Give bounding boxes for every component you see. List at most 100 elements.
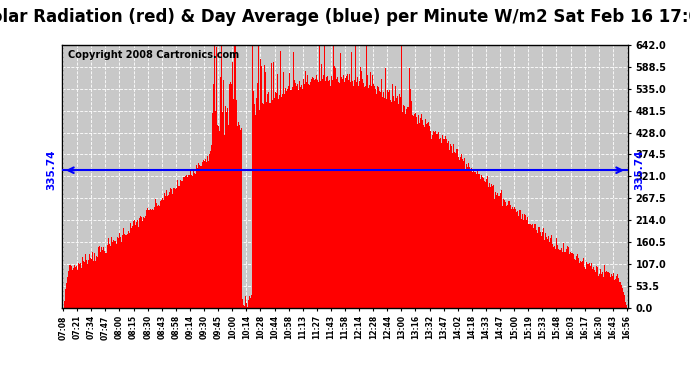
Bar [316, 75, 317, 308]
Bar [226, 112, 227, 308]
Bar [341, 77, 342, 308]
Bar [515, 209, 516, 308]
Bar [92, 252, 93, 308]
Bar [426, 123, 428, 308]
Bar [608, 272, 609, 308]
Bar [115, 241, 117, 308]
Bar [104, 251, 105, 308]
Bar [568, 248, 569, 308]
Bar [106, 253, 107, 308]
Bar [467, 167, 468, 308]
Bar [406, 109, 407, 308]
Bar [520, 210, 521, 308]
Bar [372, 75, 373, 308]
Bar [385, 68, 386, 308]
Bar [342, 79, 343, 308]
Bar [281, 97, 282, 308]
Bar [531, 225, 532, 308]
Bar [598, 276, 599, 308]
Bar [365, 87, 366, 308]
Bar [569, 254, 570, 308]
Bar [421, 114, 422, 308]
Bar [548, 236, 549, 308]
Bar [603, 277, 604, 308]
Bar [147, 209, 148, 308]
Bar [219, 131, 220, 308]
Bar [556, 238, 558, 308]
Bar [535, 224, 536, 308]
Bar [162, 198, 164, 308]
Bar [270, 103, 271, 308]
Bar [374, 86, 375, 308]
Bar [549, 242, 550, 308]
Bar [129, 233, 130, 308]
Bar [99, 246, 100, 308]
Bar [612, 276, 613, 308]
Bar [376, 94, 377, 308]
Bar [320, 81, 321, 308]
Bar [343, 75, 344, 307]
Bar [173, 188, 174, 308]
Bar [78, 263, 79, 308]
Bar [239, 124, 240, 308]
Bar [113, 240, 115, 308]
Bar [611, 273, 612, 308]
Bar [501, 190, 502, 308]
Bar [260, 59, 262, 308]
Bar [288, 86, 289, 308]
Bar [297, 84, 298, 308]
Bar [215, 111, 216, 308]
Bar [80, 262, 81, 308]
Bar [232, 62, 233, 308]
Bar [322, 80, 323, 308]
Bar [126, 236, 127, 308]
Bar [181, 181, 183, 308]
Bar [386, 99, 387, 308]
Text: Solar Radiation (red) & Day Average (blue) per Minute W/m2 Sat Feb 16 17:02: Solar Radiation (red) & Day Average (blu… [0, 8, 690, 26]
Bar [474, 172, 475, 308]
Bar [305, 71, 306, 308]
Bar [238, 122, 239, 308]
Bar [489, 183, 490, 308]
Bar [462, 159, 463, 308]
Bar [593, 267, 594, 308]
Bar [184, 177, 185, 308]
Bar [289, 72, 290, 308]
Bar [93, 261, 95, 308]
Bar [440, 138, 441, 308]
Bar [140, 216, 141, 308]
Bar [387, 90, 388, 308]
Bar [496, 195, 497, 308]
Bar [204, 161, 205, 308]
Bar [300, 87, 301, 308]
Bar [156, 202, 157, 308]
Bar [120, 237, 121, 308]
Bar [170, 188, 171, 308]
Bar [201, 165, 202, 308]
Bar [570, 252, 571, 308]
Bar [180, 180, 181, 308]
Bar [442, 135, 443, 308]
Bar [247, 307, 248, 308]
Bar [577, 261, 578, 308]
Bar [511, 209, 512, 308]
Bar [265, 72, 266, 308]
Bar [176, 188, 177, 308]
Bar [198, 163, 199, 308]
Bar [330, 86, 331, 308]
Bar [272, 100, 273, 308]
Bar [224, 135, 225, 308]
Bar [545, 233, 546, 308]
Bar [293, 53, 294, 308]
Bar [235, 45, 237, 308]
Bar [339, 83, 340, 308]
Bar [227, 108, 228, 308]
Bar [411, 101, 412, 308]
Bar [266, 102, 267, 308]
Bar [558, 249, 559, 308]
Bar [428, 126, 430, 308]
Bar [419, 123, 420, 308]
Bar [488, 186, 489, 308]
Bar [340, 53, 341, 307]
Bar [308, 84, 309, 308]
